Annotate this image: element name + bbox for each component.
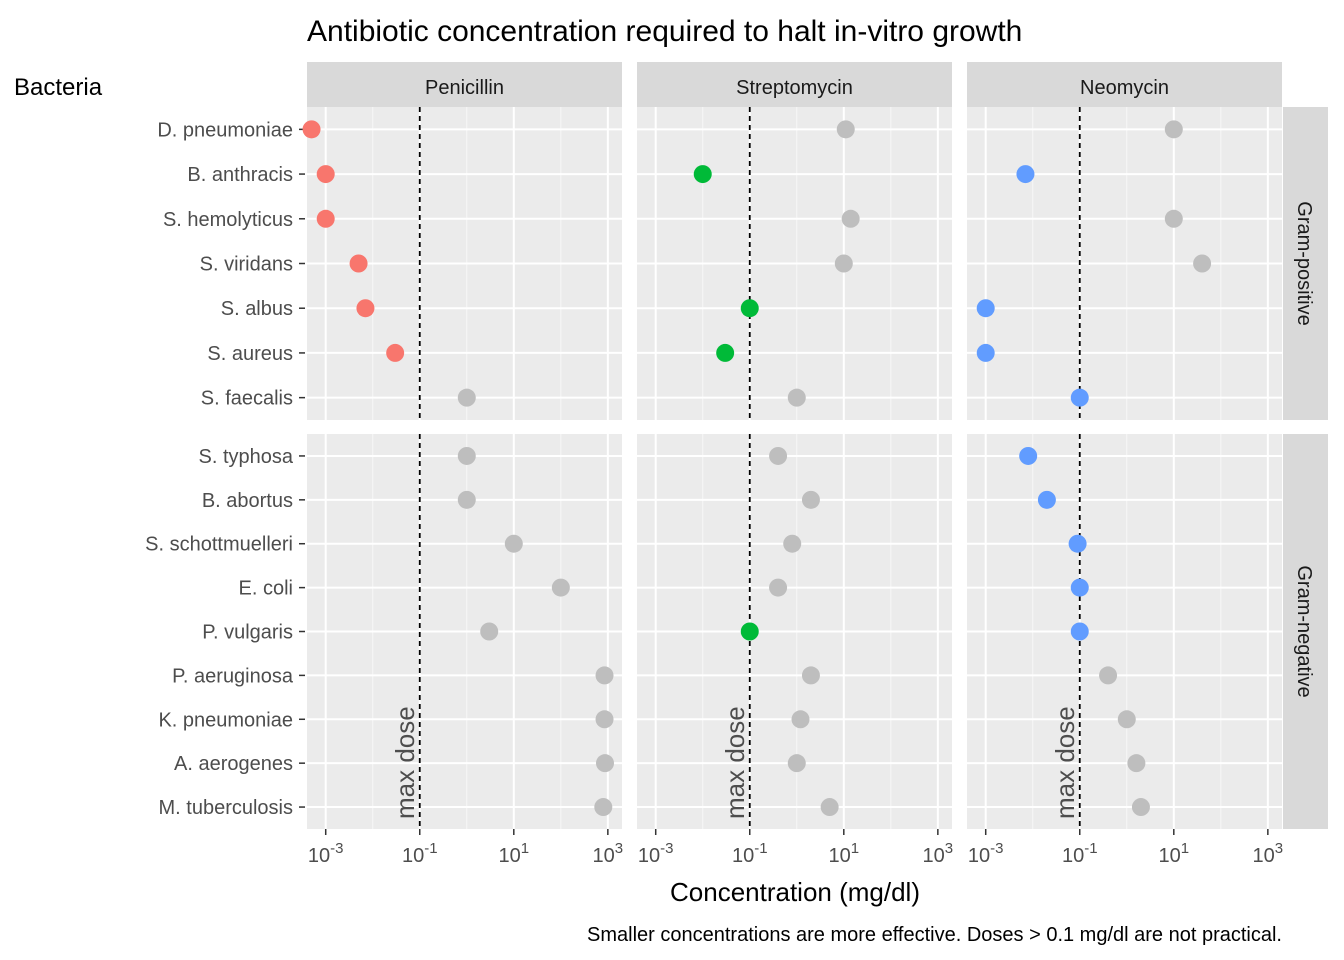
y-label-s-hemolyticus: S. hemolyticus bbox=[163, 209, 293, 231]
point-streptomycin-s-schottmuelleri bbox=[783, 534, 802, 553]
point-streptomycin-d-pneumoniae bbox=[836, 120, 855, 139]
max-dose-label: max dose bbox=[390, 706, 420, 819]
y-label-p-vulgaris: P. vulgaris bbox=[202, 622, 293, 644]
point-streptomycin-k-pneumoniae bbox=[791, 710, 810, 729]
y-label-a-aerogenes: A. aerogenes bbox=[174, 753, 293, 775]
x-tick-label: 10-3 bbox=[638, 840, 674, 867]
point-streptomycin-a-aerogenes bbox=[787, 754, 806, 773]
point-penicillin-s-hemolyticus bbox=[316, 209, 335, 228]
x-tick-label: 101 bbox=[829, 840, 860, 867]
y-label-s-aureus: S. aureus bbox=[207, 343, 293, 365]
point-penicillin-s-faecalis bbox=[457, 388, 476, 407]
point-penicillin-a-aerogenes bbox=[596, 754, 615, 773]
x-tick-label: 10-3 bbox=[968, 840, 1004, 867]
point-streptomycin-p-aeruginosa bbox=[801, 666, 820, 685]
x-tick-label: 101 bbox=[499, 840, 530, 867]
strip-streptomycin bbox=[637, 62, 952, 107]
x-tick-label: 10-1 bbox=[732, 840, 768, 867]
strip-label-neomycin: Neomycin bbox=[1080, 77, 1169, 99]
max-dose-label: max dose bbox=[720, 706, 750, 819]
x-tick-label: 10-1 bbox=[402, 840, 438, 867]
y-label-d-pneumoniae: D. pneumoniae bbox=[157, 119, 293, 141]
point-penicillin-m-tuberculosis bbox=[594, 798, 613, 817]
point-penicillin-d-pneumoniae bbox=[302, 120, 321, 139]
chart-caption: Smaller concentrations are more effectiv… bbox=[587, 924, 1282, 946]
strip-penicillin bbox=[307, 62, 622, 107]
point-neomycin-k-pneumoniae bbox=[1117, 710, 1136, 729]
point-penicillin-s-aureus bbox=[386, 343, 405, 362]
point-streptomycin-s-albus bbox=[740, 299, 759, 318]
y-label-b-anthracis: B. anthracis bbox=[187, 164, 293, 186]
point-streptomycin-b-anthracis bbox=[693, 165, 712, 184]
point-penicillin-s-viridans bbox=[349, 254, 368, 273]
point-streptomycin-s-viridans bbox=[834, 254, 853, 273]
point-penicillin-k-pneumoniae bbox=[595, 710, 614, 729]
y-label-s-albus: S. albus bbox=[221, 298, 293, 320]
x-tick-label: 103 bbox=[923, 840, 954, 867]
y-label-s-viridans: S. viridans bbox=[200, 254, 293, 276]
point-penicillin-s-schottmuelleri bbox=[504, 534, 523, 553]
y-label-b-abortus: B. abortus bbox=[202, 490, 293, 512]
point-neomycin-b-abortus bbox=[1037, 490, 1056, 509]
y-label-e-coli: E. coli bbox=[239, 578, 293, 600]
point-neomycin-b-anthracis bbox=[1016, 165, 1035, 184]
y-label-m-tuberculosis: M. tuberculosis bbox=[159, 797, 294, 819]
point-neomycin-s-viridans bbox=[1193, 254, 1212, 273]
strip-label-penicillin: Penicillin bbox=[425, 77, 504, 99]
point-neomycin-e-coli bbox=[1070, 578, 1089, 597]
point-neomycin-a-aerogenes bbox=[1127, 754, 1146, 773]
point-neomycin-s-schottmuelleri bbox=[1068, 534, 1087, 553]
point-penicillin-b-anthracis bbox=[316, 165, 335, 184]
point-neomycin-s-faecalis bbox=[1070, 388, 1089, 407]
point-neomycin-s-typhosa bbox=[1019, 446, 1038, 465]
y-label-s-typhosa: S. typhosa bbox=[198, 446, 293, 468]
y-label-s-schottmuelleri: S. schottmuelleri bbox=[145, 534, 293, 556]
point-neomycin-p-aeruginosa bbox=[1099, 666, 1118, 685]
point-penicillin-b-abortus bbox=[457, 490, 476, 509]
point-neomycin-s-hemolyticus bbox=[1164, 209, 1183, 228]
point-penicillin-p-aeruginosa bbox=[595, 666, 614, 685]
point-streptomycin-s-faecalis bbox=[787, 388, 806, 407]
point-penicillin-e-coli bbox=[551, 578, 570, 597]
point-streptomycin-e-coli bbox=[769, 578, 788, 597]
x-axis-title: Concentration (mg/dl) bbox=[670, 877, 920, 907]
point-penicillin-p-vulgaris bbox=[480, 622, 499, 641]
x-tick-label: 103 bbox=[1253, 840, 1284, 867]
point-neomycin-d-pneumoniae bbox=[1164, 120, 1183, 139]
y-label-s-faecalis: S. faecalis bbox=[201, 388, 293, 410]
y-label-k-pneumoniae: K. pneumoniae bbox=[158, 709, 293, 731]
point-neomycin-s-albus bbox=[976, 299, 995, 318]
facet-grid: Penicillin Streptomycin Neomycin Gram-posit… bbox=[145, 62, 1328, 867]
x-tick-label: 10-1 bbox=[1062, 840, 1098, 867]
strip-neomycin bbox=[967, 62, 1282, 107]
point-neomycin-p-vulgaris bbox=[1070, 622, 1089, 641]
strip-label-streptomycin: Streptomycin bbox=[736, 77, 853, 99]
strip-label-gram-negative: Gram-negative bbox=[1293, 565, 1315, 697]
strip-label-gram-positive: Gram-positive bbox=[1293, 201, 1315, 325]
point-streptomycin-s-typhosa bbox=[769, 446, 788, 465]
strip-gram-positive bbox=[1283, 107, 1328, 420]
point-streptomycin-p-vulgaris bbox=[740, 622, 759, 641]
x-tick-label: 10-3 bbox=[308, 840, 344, 867]
point-streptomycin-s-aureus bbox=[716, 343, 735, 362]
point-penicillin-s-typhosa bbox=[457, 446, 476, 465]
y-axis-title: Bacteria bbox=[14, 74, 103, 101]
point-streptomycin-m-tuberculosis bbox=[820, 798, 839, 817]
point-streptomycin-s-hemolyticus bbox=[841, 209, 860, 228]
max-dose-label: max dose bbox=[1050, 706, 1080, 819]
point-penicillin-s-albus bbox=[356, 299, 375, 318]
point-streptomycin-b-abortus bbox=[801, 490, 820, 509]
x-tick-label: 101 bbox=[1159, 840, 1190, 867]
y-label-p-aeruginosa: P. aeruginosa bbox=[172, 665, 294, 687]
strip-gram-negative bbox=[1283, 434, 1328, 829]
chart-title: Antibiotic concentration required to hal… bbox=[307, 15, 1022, 48]
point-neomycin-m-tuberculosis bbox=[1131, 798, 1150, 817]
x-tick-label: 103 bbox=[593, 840, 624, 867]
point-neomycin-s-aureus bbox=[976, 343, 995, 362]
